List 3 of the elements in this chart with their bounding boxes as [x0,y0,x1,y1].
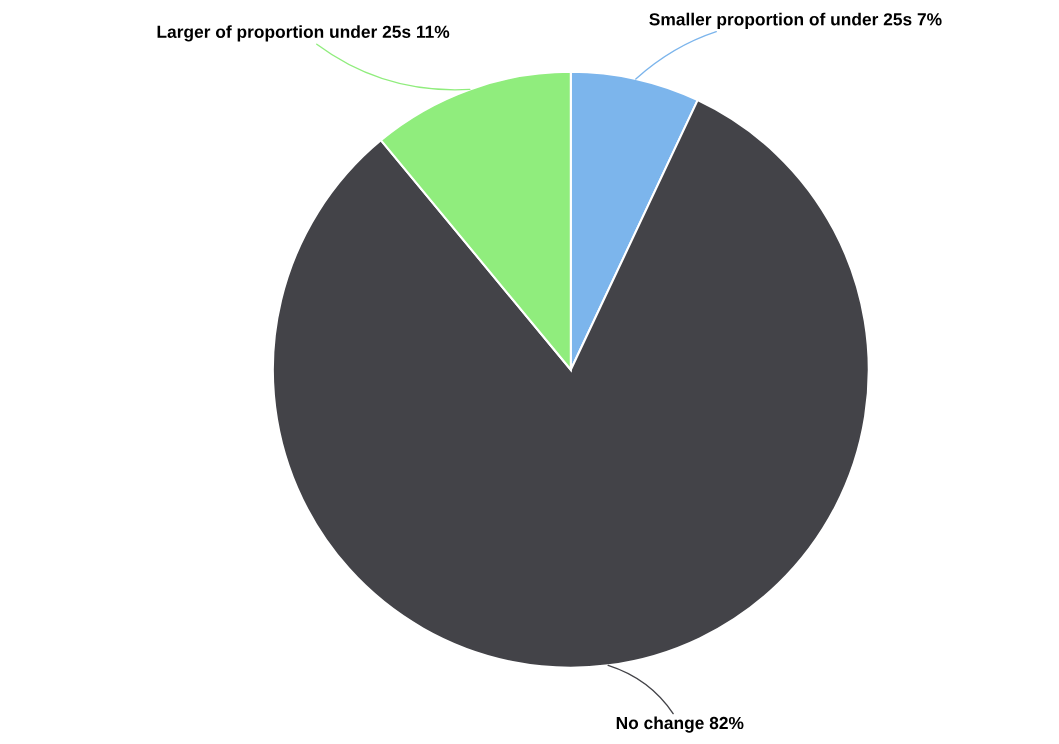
slice-label: No change 82% [616,716,744,733]
slice-label: Smaller proportion of under 25s 7% [649,12,942,29]
slice-label: Larger of proportion under 25s 11% [157,25,450,42]
